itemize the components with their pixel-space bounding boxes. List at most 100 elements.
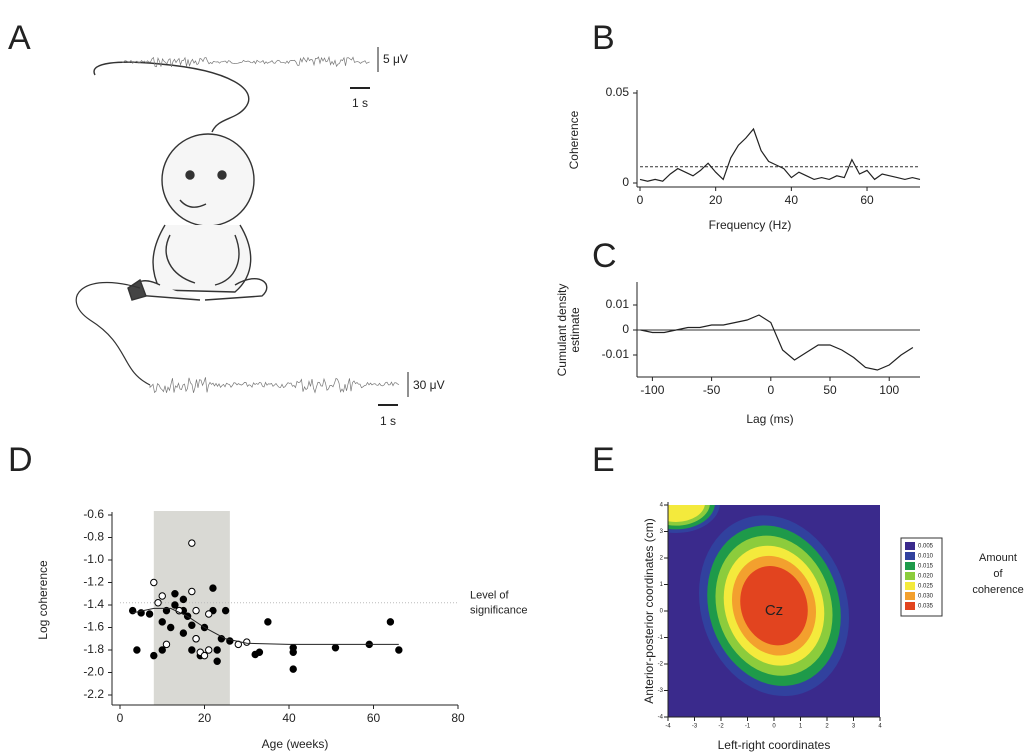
legend-label: 0.020 (918, 574, 934, 580)
x-tick-label: -4 (665, 724, 671, 730)
x-axis-title: Lag (ms) (746, 412, 793, 426)
x-tick-label: 2 (825, 724, 829, 730)
legend-swatch (905, 562, 915, 570)
x-tick-label: 100 (879, 383, 899, 397)
y-tick-label: -2.0 (83, 665, 104, 679)
scale-label: 1 s (380, 414, 396, 428)
y-axis-title: Anterior-posterior coordinates (cm) (642, 518, 656, 703)
panel-letter: A (8, 19, 31, 57)
y-tick-label: 4 (660, 503, 664, 509)
panel-letter: C (592, 237, 617, 275)
data-point (145, 610, 154, 618)
legend-swatch (905, 552, 915, 560)
x-axis-title: Frequency (Hz) (709, 218, 792, 232)
data-point (213, 646, 221, 654)
baby-illustration (75, 61, 268, 386)
legend-swatch (905, 572, 915, 580)
legend-title: of (993, 568, 1003, 580)
data-point (167, 623, 175, 632)
panel-letter: B (592, 19, 615, 57)
data-point (162, 640, 171, 649)
trace (121, 55, 370, 68)
panel-letter: E (592, 441, 615, 479)
x-axis-title: Left-right coordinates (718, 738, 831, 752)
data-point (158, 646, 166, 654)
data-point (188, 587, 196, 596)
legend-swatch (905, 592, 915, 600)
x-tick-label: 0 (637, 193, 644, 207)
contour-level (668, 505, 705, 522)
scale-label: 1 s (352, 96, 368, 110)
x-axis-title: Age (weeks) (262, 737, 329, 751)
significance-label: significance (470, 605, 527, 617)
data-point (154, 599, 162, 607)
data-point (395, 646, 403, 654)
data-point (255, 648, 264, 656)
legend-label: 0.010 (918, 554, 934, 560)
x-tick-label: 60 (367, 711, 381, 725)
x-tick-label: -2 (718, 724, 724, 730)
data-point (200, 651, 209, 660)
data-point (133, 646, 141, 654)
data-point (192, 635, 200, 643)
y-tick-label: -2.2 (83, 687, 104, 701)
x-tick-label: 60 (860, 193, 874, 207)
y-tick-label: 0.05 (606, 85, 630, 99)
x-tick-label: 1 (799, 724, 803, 730)
x-tick-label: 3 (852, 724, 856, 730)
annotation: Cz (765, 602, 783, 619)
data-point (179, 595, 188, 604)
scale-label: 5 μV (383, 52, 408, 66)
data-point (243, 638, 251, 646)
significance-label: Level of (470, 590, 509, 602)
y-tick-label: -2 (658, 662, 664, 668)
data-point (205, 610, 213, 618)
traces (121, 55, 400, 394)
y-tick-label: 0 (660, 609, 664, 615)
contour-level (740, 566, 808, 646)
y-axis-title: Coherence (567, 110, 581, 169)
data-point (188, 621, 196, 629)
data-point (188, 646, 196, 654)
data-line (639, 127, 921, 182)
data-point (171, 601, 179, 609)
y-tick-label: -0.8 (83, 530, 104, 544)
x-tick-label: 0 (117, 711, 124, 725)
legend-swatch (905, 602, 915, 610)
y-tick-label: -1.6 (83, 620, 104, 634)
panel-letter: D (8, 441, 33, 479)
y-tick-label: 2 (660, 556, 664, 562)
data-point (213, 657, 221, 665)
y-tick-label: -4 (658, 715, 664, 721)
data-point (150, 578, 158, 587)
legend-box (900, 537, 943, 617)
x-tick-label: 20 (198, 711, 212, 725)
x-tick-label: -50 (703, 383, 721, 397)
y-tick-label: 0 (622, 175, 629, 189)
legend-title: Amount (979, 552, 1017, 564)
y-axis-title: estimate (568, 307, 582, 353)
x-tick-label: 40 (785, 193, 799, 207)
x-tick-label: 50 (823, 383, 837, 397)
data-point (289, 648, 297, 656)
x-tick-label: -1 (745, 724, 751, 730)
legend-label: 0.030 (918, 594, 934, 600)
x-tick-label: -3 (692, 724, 698, 730)
y-tick-label: -1 (658, 635, 664, 641)
legend-swatch (905, 542, 915, 550)
y-tick-label: -1.0 (83, 552, 104, 566)
data-point (205, 646, 213, 654)
data-point (188, 539, 196, 547)
data-point (221, 606, 230, 615)
y-axis-title: Cumulant density (555, 284, 569, 377)
y-tick-label: -0.01 (602, 347, 630, 361)
legend-label: 0.025 (918, 584, 934, 590)
data-point (331, 644, 340, 652)
y-tick-label: 0.01 (606, 297, 630, 311)
y-axis-title: Log coherence (36, 560, 50, 640)
data-point (158, 618, 166, 626)
data-point (192, 606, 200, 615)
data-point (150, 651, 158, 660)
data-point (386, 618, 395, 626)
